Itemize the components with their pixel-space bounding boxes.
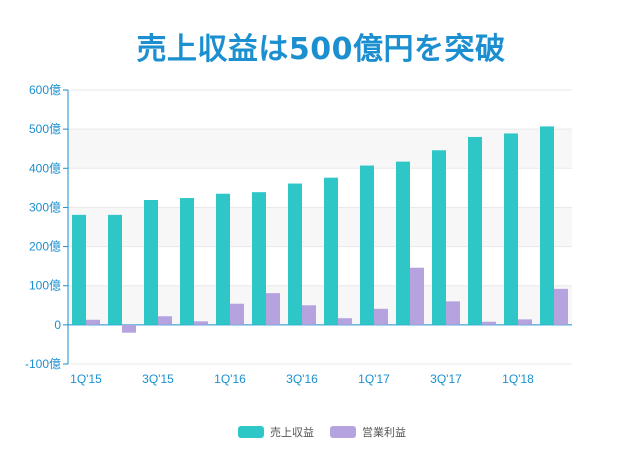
bar-revenue [468, 136, 482, 325]
bar-operating-income [302, 305, 316, 325]
bar-revenue [360, 165, 374, 325]
bar-operating-income [446, 301, 460, 325]
bar-revenue [324, 177, 338, 325]
x-tick-label: 3Q'17 [430, 372, 462, 386]
bar-operating-income [518, 319, 532, 325]
bar-revenue [180, 198, 194, 325]
y-tick-label: 600億 [29, 83, 61, 97]
bar-operating-income [338, 318, 352, 325]
grid-band [68, 129, 572, 169]
y-tick-label: -100億 [25, 357, 61, 371]
grid-band [68, 285, 572, 325]
y-tick-label: 0 [54, 318, 61, 332]
bar-operating-income [410, 267, 424, 325]
x-tick-label: 1Q'18 [502, 372, 534, 386]
x-tick-label: 1Q'16 [214, 372, 246, 386]
bar-revenue [216, 193, 230, 325]
bar-operating-income [230, 303, 244, 325]
legend-label-operating-income: 営業利益 [362, 425, 406, 439]
x-tick-label: 1Q'15 [70, 372, 102, 386]
bar-revenue [504, 133, 518, 325]
bar-revenue [252, 192, 266, 325]
chart-title: 売上収益は500億円を突破 [136, 32, 506, 67]
legend-swatch-revenue [238, 426, 264, 438]
bar-operating-income [158, 316, 172, 325]
bar-operating-income [482, 321, 496, 325]
legend-label-revenue: 売上収益 [270, 425, 314, 439]
y-tick-label: 200億 [29, 240, 61, 254]
bar-operating-income [266, 293, 280, 325]
y-tick-label: 100億 [29, 279, 61, 293]
x-tick-label: 1Q'17 [358, 372, 390, 386]
bar-revenue [108, 214, 122, 325]
bar-revenue [144, 199, 158, 325]
bar-operating-income [194, 321, 208, 325]
x-tick-label: 3Q'16 [286, 372, 318, 386]
legend-swatch-operating-income [330, 426, 356, 438]
bar-operating-income [554, 288, 568, 325]
bar-operating-income [86, 319, 100, 325]
x-tick-label: 3Q'15 [142, 372, 174, 386]
bar-revenue [432, 150, 446, 325]
y-tick-label: 400億 [29, 161, 61, 175]
bar-operating-income [374, 308, 388, 325]
bar-operating-income [122, 324, 136, 333]
bar-revenue [288, 183, 302, 325]
bar-revenue [72, 214, 86, 325]
bar-revenue [540, 126, 554, 325]
grid-band [68, 207, 572, 247]
bar-revenue [396, 161, 410, 325]
y-tick-label: 500億 [29, 122, 61, 136]
y-tick-label: 300億 [29, 200, 61, 214]
